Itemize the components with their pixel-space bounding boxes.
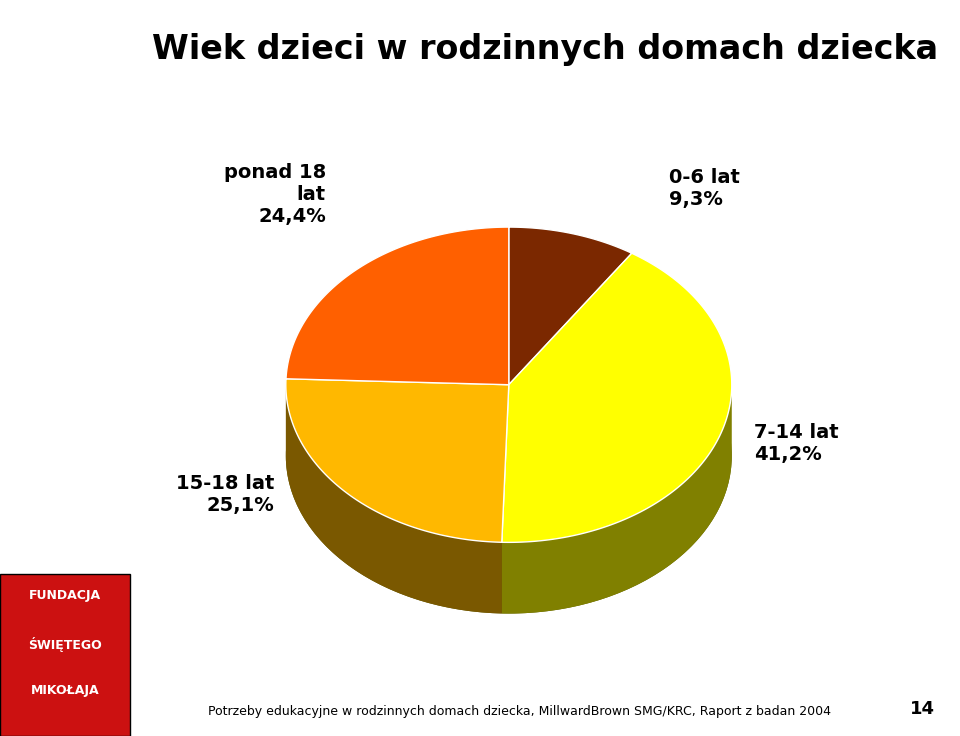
Polygon shape (502, 385, 509, 614)
Text: ponad 18
lat
24,4%: ponad 18 lat 24,4% (224, 163, 326, 225)
Text: FUNDACJA: FUNDACJA (29, 589, 101, 602)
Polygon shape (286, 379, 509, 542)
Text: 14: 14 (910, 700, 935, 718)
Polygon shape (286, 227, 509, 385)
Text: MIKOŁAJA: MIKOŁAJA (31, 684, 99, 698)
Text: ŚWIĘTEGO: ŚWIĘTEGO (28, 637, 102, 651)
Polygon shape (502, 253, 732, 542)
FancyBboxPatch shape (0, 574, 130, 736)
Text: Wiek dzieci w rodzinnych domach dziecka: Wiek dzieci w rodzinnych domach dziecka (152, 33, 938, 66)
Text: Potrzeby edukacyjne w rodzinnych domach dziecka, MillwardBrown SMG/KRC, Raport z: Potrzeby edukacyjne w rodzinnych domach … (208, 704, 831, 718)
Text: 15-18 lat
25,1%: 15-18 lat 25,1% (177, 473, 275, 514)
Polygon shape (502, 385, 732, 614)
Polygon shape (502, 385, 509, 614)
Text: 7-14 lat
41,2%: 7-14 lat 41,2% (754, 422, 839, 464)
Polygon shape (286, 386, 502, 614)
Text: 0-6 lat
9,3%: 0-6 lat 9,3% (669, 169, 740, 210)
Ellipse shape (286, 298, 732, 614)
Polygon shape (509, 227, 632, 385)
